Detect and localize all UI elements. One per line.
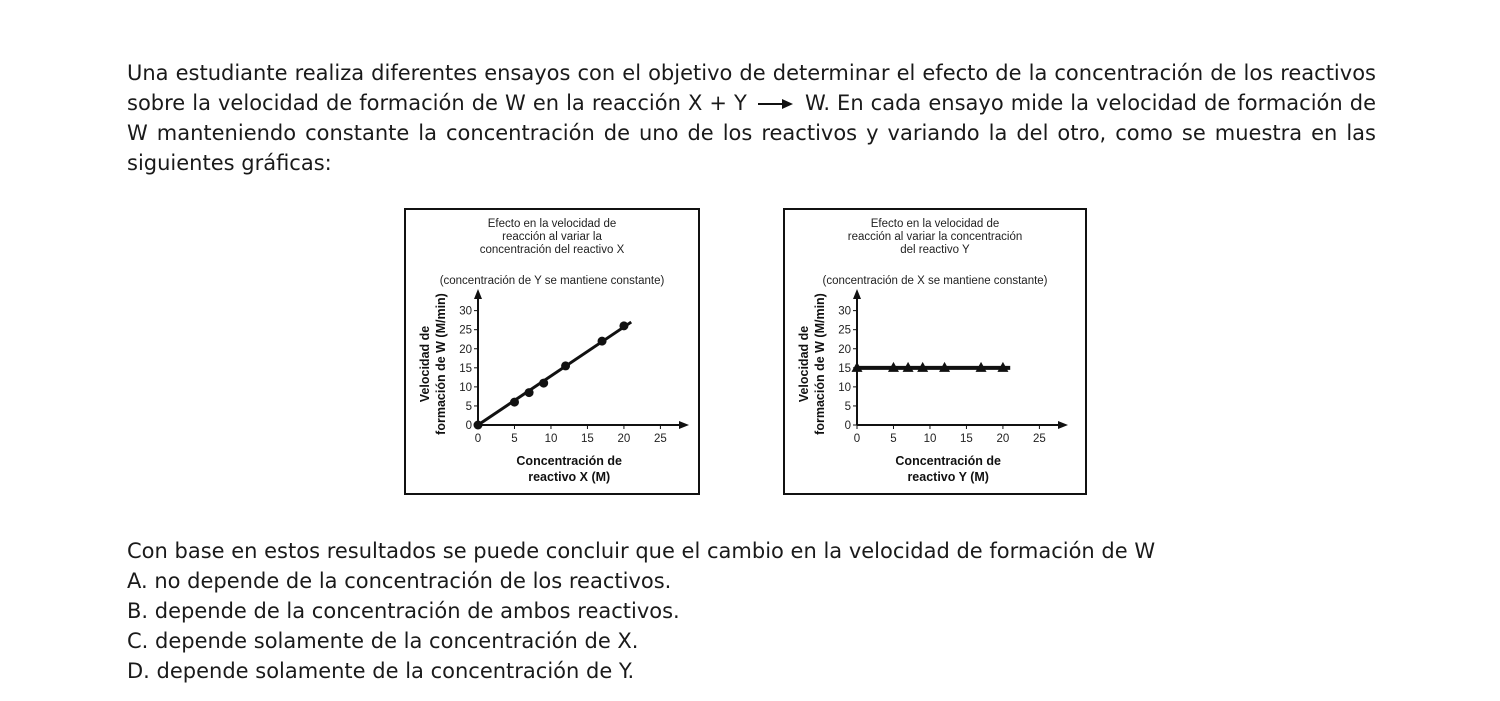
chart-y-x-tick-label: 15 [960,433,973,445]
chart-y-x-tick-label: 0 [854,433,860,445]
chart-x-data-point [597,336,607,346]
chart-x-x-tick-label: 0 [475,433,481,445]
chart-y-y-tick-label: 10 [838,382,851,394]
chart-x-x-tick-label: 5 [511,433,517,445]
chart-y-y-tick-label: 5 [845,401,851,413]
chart-y-x-tick-label: 20 [997,433,1010,445]
chart-y-y-tick-label: 30 [838,306,851,318]
chart-x-y-tick-label: 0 [466,420,472,432]
chart-x-data-point [619,321,629,331]
chart-y-y-axis-arrow [853,289,861,299]
chart-x-x-tick-label: 10 [545,433,558,445]
chart-x-y-tick-label: 15 [459,363,472,375]
problem-text-part2: W. En cada ensayo mide la velocidad de f… [127,91,1377,175]
chart-x-title-line: concentración del reactivo X [480,244,625,256]
chart-y-data-point [975,361,987,372]
chart-y-x-axis-label: reactivo Y (M) [907,470,989,484]
chart-x-title-line: Efecto en la velocidad de [488,218,617,230]
chart-x-series-line [477,320,633,427]
chart-y-y-tick-label: 0 [845,420,851,432]
chart-y-title-line: Efecto en la velocidad de [871,218,1000,230]
chart-y-data-point [917,361,929,372]
option-b[interactable]: B. depende de la concentración de ambos … [127,599,680,623]
option-c[interactable]: C. depende solamente de la concentración… [127,629,639,653]
chart-x-y-tick-label: 5 [466,401,472,413]
question-stem: Con base en estos resultados se puede co… [127,539,1156,563]
chart-x-x-axis-label: reactivo X (M) [528,470,610,484]
chart-y-x-tick-label: 10 [924,433,937,445]
chart-x-y-axis-label: formación de W (M/min) [434,293,448,435]
chart-x-data-point [524,388,534,398]
option-a[interactable]: A. no depende de la concentración de los… [127,569,672,593]
chart-y-y-axis-label: Velocidad de [797,326,811,402]
chart-x-title-line: reacción al variar la [502,231,602,243]
chart-reactivo-x: Efecto en la velocidad de reacción al var… [404,208,700,495]
chart-x-subtitle: (concentración de Y se mantiene constant… [440,275,665,287]
option-d[interactable]: D. depende solamente de la concentración… [127,659,635,683]
chart-x-x-tick-label: 15 [581,433,594,445]
chart-y-title-line: del reactivo Y [900,244,970,256]
chart-x-y-tick-label: 20 [459,344,472,356]
chart-x-y-tick-label: 10 [459,382,472,394]
reaction-arrow-icon [757,99,793,109]
chart-x-y-axis-label: Velocidad de [418,326,432,402]
chart-x-x-axis-label: Concentración de [516,454,622,468]
chart-x-data-point [473,420,483,430]
chart-y-subtitle: (concentración de X se mantiene constant… [822,275,1047,287]
chart-x-x-tick-label: 20 [618,433,631,445]
chart-y-y-axis-label: formación de W (M/min) [813,293,827,435]
chart-y-y-tick-label: 25 [838,325,851,337]
chart-y-x-tick-label: 5 [890,433,896,445]
chart-y-x-axis-label: Concentración de [895,454,1001,468]
chart-y-data-point [851,361,863,372]
chart-y-data-point [887,361,899,372]
chart-x-y-tick-label: 30 [459,306,472,318]
chart-y-data-point [997,361,1009,372]
chart-y-x-axis-arrow [1058,421,1068,429]
chart-y-data-point [902,361,914,372]
chart-x-y-tick-label: 25 [459,325,472,337]
chart-reactivo-y: Efecto en la velocidad de reacción al var… [783,208,1087,495]
chart-x-x-axis-arrow [679,421,689,429]
chart-y-y-tick-label: 15 [838,363,851,375]
chart-y-data-point [939,361,951,372]
chart-x-data-point [509,397,519,407]
problem-statement: Una estudiante realiza diferentes ensayo… [127,58,1376,178]
chart-y-title-line: reacción al variar la concentración [848,231,1023,243]
question-block: Con base en estos resultados se puede co… [127,536,1155,686]
chart-y-x-tick-label: 25 [1033,433,1046,445]
chart-y-y-tick-label: 20 [838,344,851,356]
chart-x-data-point [539,378,549,388]
chart-x-data-point [561,361,571,371]
chart-x-y-axis-arrow [474,289,482,299]
problem-text-part1: Una estudiante realiza diferentes ensayo… [127,61,1376,115]
chart-x-x-tick-label: 25 [654,433,667,445]
